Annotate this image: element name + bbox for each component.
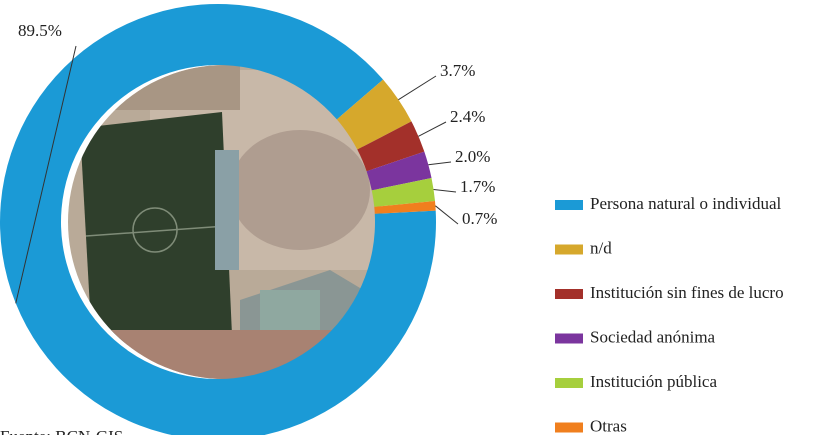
value-label: 2.0% [455, 147, 490, 166]
legend-swatch [555, 244, 583, 255]
legend-swatch [555, 333, 583, 344]
leader-line [435, 205, 459, 225]
legend-label: Institución sin fines de lucro [590, 283, 784, 302]
legend-label: Otras [590, 416, 627, 435]
legend-swatch [555, 289, 583, 299]
legend-swatch [555, 200, 583, 210]
legend-swatch [555, 378, 583, 388]
leader-line [15, 45, 77, 304]
value-label: 2.4% [450, 107, 485, 126]
legend-label: n/d [590, 238, 612, 257]
leader-line [428, 161, 452, 166]
legend-swatch [555, 422, 583, 433]
value-label: 3.7% [440, 61, 475, 80]
donut-slice [366, 151, 432, 191]
source: Fuente: BCN-GIS [0, 427, 123, 435]
value-label: 0.7% [462, 209, 497, 228]
legend-label: Institución pública [590, 372, 717, 391]
legend-label: Persona natural o individual [590, 194, 781, 213]
donut-slice [357, 121, 425, 172]
leader-line [418, 121, 447, 137]
leader-line [398, 75, 437, 101]
donut-slice [374, 201, 436, 214]
value-label: 89.5% [18, 21, 62, 40]
donut-slice [371, 178, 435, 207]
legend-label: Sociedad anónima [590, 327, 716, 346]
leader-line [433, 188, 457, 193]
value-label: 1.7% [460, 177, 495, 196]
donut-slice [336, 79, 412, 150]
